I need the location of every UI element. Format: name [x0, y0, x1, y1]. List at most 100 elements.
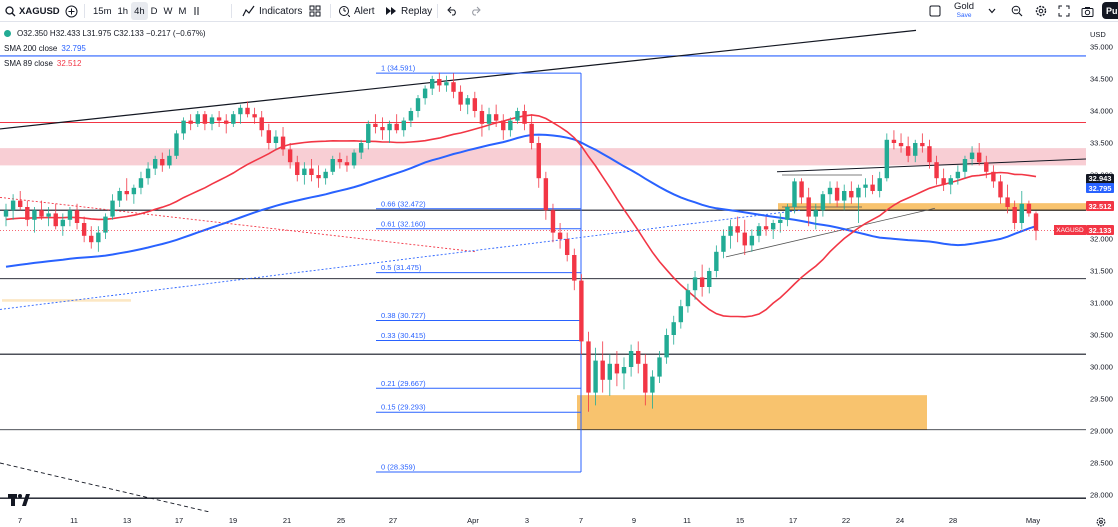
symbol-search[interactable]: XAGUSD [5, 0, 60, 22]
time-tick: 15 [735, 516, 745, 525]
candle-body [337, 159, 343, 163]
templates-button[interactable] [309, 0, 321, 22]
layout-button[interactable] [929, 0, 941, 22]
candle-body [3, 210, 9, 217]
time-tick: 28 [948, 516, 958, 525]
candle-body [479, 111, 485, 124]
candle-body [323, 171, 328, 179]
candle-body [522, 111, 527, 124]
candle-body [32, 210, 37, 220]
candle-body [259, 117, 264, 131]
candle-body [842, 191, 847, 201]
layout-menu-chevron[interactable] [988, 0, 996, 22]
replay-icon [385, 5, 397, 17]
candle-body [827, 187, 833, 195]
fib-level-label: 0.5 (31.475) [381, 263, 422, 272]
chart-search-button[interactable] [1011, 0, 1023, 22]
undo-button[interactable] [447, 0, 458, 22]
snapshot-button[interactable] [1081, 0, 1094, 22]
candle-body [366, 123, 371, 143]
candle-body [358, 143, 364, 153]
timeframe-1h[interactable]: 1h [117, 5, 129, 17]
candle-body [550, 210, 556, 233]
candle-body [252, 114, 257, 118]
candle-body [316, 175, 321, 179]
toolbar-divider [84, 4, 85, 18]
candle-body [117, 191, 122, 201]
time-tick: 24 [895, 516, 905, 525]
price-chart[interactable]: 1 (34.591) 0.66 (32.472) 0.61 (32.160) 0.5 … [0, 22, 1086, 512]
candle-body [401, 120, 406, 131]
candle-body [834, 187, 840, 201]
time-axis[interactable]: 7 11 13 17 19 21 25 27 Apr 3 7 9 11 15 17 22 24 28 May [0, 512, 1086, 527]
candle-body [898, 143, 904, 147]
candle-body [799, 181, 804, 198]
timeframe-15m[interactable]: 15m [93, 5, 112, 17]
candle-body [877, 178, 882, 191]
candle-body [884, 139, 890, 179]
price-axis[interactable]: 35.00034.50034.00033.50033.00032.50032.0… [1086, 22, 1118, 512]
candle-body [224, 120, 229, 124]
redo-button[interactable] [470, 0, 481, 22]
replay-button[interactable]: Replay [385, 0, 432, 22]
candle-body [216, 117, 222, 121]
add-symbol-button[interactable] [65, 0, 78, 22]
candle-body [39, 210, 44, 217]
candle-body [394, 123, 399, 131]
currency-label[interactable]: USD [1090, 30, 1106, 39]
time-tick: 11 [683, 516, 691, 525]
sma89-value: 32.512 [56, 59, 82, 68]
candle-body [664, 335, 669, 358]
timeframe-w[interactable]: W [163, 5, 173, 17]
candle-body [330, 159, 335, 172]
indicators-icon [242, 5, 255, 17]
toolbar-divider [231, 4, 232, 18]
time-tick: 27 [388, 516, 398, 525]
candle-body [1019, 203, 1024, 223]
sma89-label: SMA 89 close [4, 59, 53, 68]
axis-settings-button[interactable] [1096, 514, 1106, 527]
publish-button[interactable]: Pu [1102, 2, 1118, 19]
add-symbol-icon [65, 5, 78, 18]
price-tick: 30.500 [1090, 330, 1113, 340]
layout-title: Gold [954, 1, 975, 12]
candle-body [74, 210, 80, 223]
candle-body [707, 271, 712, 287]
candle-body [1026, 203, 1032, 214]
time-tick: 25 [336, 516, 346, 525]
candle-body [415, 98, 421, 111]
candle-body [209, 117, 215, 124]
timeframe-4h[interactable]: 4h [131, 2, 148, 20]
candle-body [955, 171, 961, 179]
time-tick: 3 [524, 516, 530, 525]
timeframe-m[interactable]: M [178, 5, 187, 17]
candle-body [657, 357, 662, 377]
layout-icon [929, 5, 941, 17]
candle-body [728, 226, 733, 236]
dashed-black-trend [0, 462, 212, 512]
candle-body [934, 162, 939, 179]
timeframe-d[interactable]: D [150, 5, 158, 17]
top-toolbar: XAGUSD 15m 1h 4h D W M Indicators Alert [0, 0, 1118, 22]
candle-body [493, 114, 499, 121]
alert-button[interactable]: Alert [338, 0, 375, 22]
candle-body [138, 178, 144, 188]
candle-body [621, 367, 627, 374]
tradingview-logo[interactable] [8, 493, 30, 511]
candle-body [593, 360, 598, 393]
sma89-legend[interactable]: SMA 89 close 32.512 [4, 59, 81, 68]
indicators-button[interactable]: Indicators [242, 0, 302, 22]
fullscreen-button[interactable] [1058, 0, 1070, 22]
sma200-legend[interactable]: SMA 200 close 32.795 [4, 44, 86, 53]
candle-body [280, 136, 286, 150]
layout-name[interactable]: Gold Save [954, 0, 974, 22]
candle-body [465, 98, 470, 105]
settings-button[interactable] [1035, 0, 1047, 22]
indicators-label: Indicators [259, 5, 303, 17]
candle-body [792, 181, 797, 207]
candle-body [422, 88, 428, 99]
chevron-down-icon[interactable] [192, 7, 200, 15]
candle-body [721, 235, 726, 252]
gear-icon [1096, 514, 1106, 527]
candle-body [124, 191, 129, 195]
